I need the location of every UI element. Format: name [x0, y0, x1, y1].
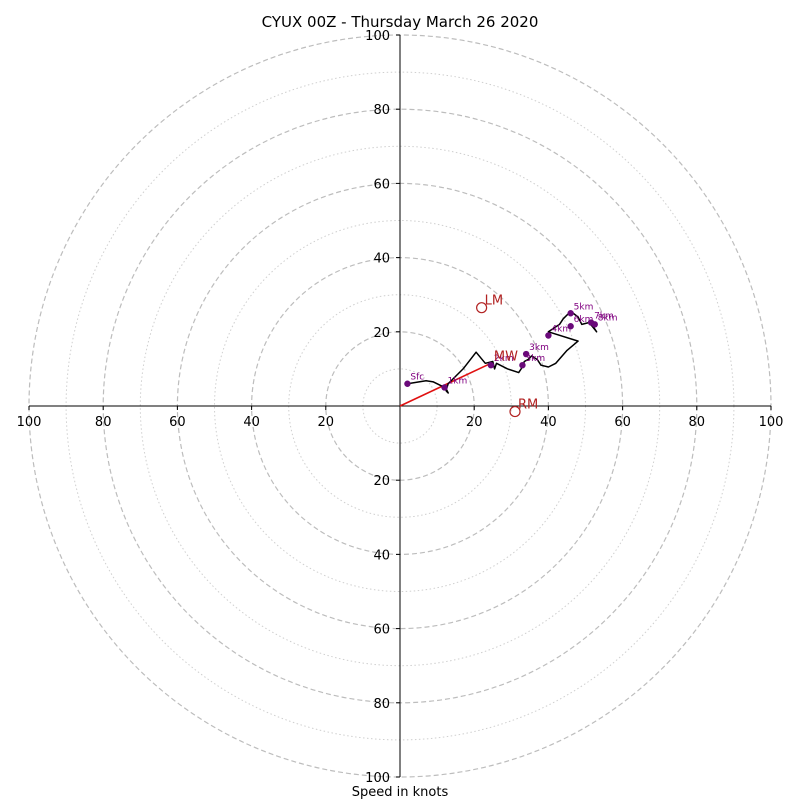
height-marker-label: 3km	[525, 354, 545, 364]
x-axis-label: Speed in knots	[352, 785, 449, 800]
y-tick-label: 80	[373, 697, 390, 712]
x-tick-label: 20	[466, 415, 483, 430]
height-marker-label: 2km	[494, 354, 514, 364]
y-tick-label: 60	[373, 623, 390, 638]
y-tick-label: 100	[365, 29, 390, 44]
height-marker-dot	[487, 361, 495, 369]
x-tick-label: 80	[689, 415, 706, 430]
x-tick-label: 60	[169, 415, 186, 430]
height-marker-dot	[522, 350, 530, 358]
height-marker-label: 8km	[598, 313, 618, 323]
tick-labels: 100 80 60 40 20 20 40 60 80 100 100 80 60 40 20 20 40 60 8…	[17, 29, 784, 786]
height-marker-dot	[441, 384, 448, 391]
height-marker-dot	[404, 380, 411, 387]
y-tick-label: 100	[365, 771, 390, 786]
storm-motion-label: RM	[518, 398, 538, 413]
height-marker-dot	[591, 321, 598, 328]
height-marker-label: 3km	[529, 343, 549, 353]
y-tick-label: 40	[373, 252, 390, 267]
height-marker-label: Sfc	[410, 373, 424, 383]
y-tick-label: 60	[373, 177, 390, 192]
x-tick-label: 100	[17, 415, 42, 430]
storm-motion-marker	[509, 405, 521, 418]
y-tick-label: 20	[373, 326, 390, 341]
height-marker-dot	[567, 310, 574, 317]
chart-title: CYUX 00Z - Thursday March 26 2020	[262, 13, 539, 31]
y-tick-label: 40	[373, 548, 390, 563]
x-tick-label: 80	[95, 415, 112, 430]
x-tick-label: 40	[243, 415, 260, 430]
x-tick-label: 20	[318, 415, 335, 430]
height-marker-label: 6km	[574, 315, 594, 325]
storm-motion-label: MW	[494, 349, 518, 364]
x-tick-label: 40	[540, 415, 557, 430]
height-marker-dot	[519, 361, 526, 369]
storm-motions: LM MW RM	[476, 294, 538, 418]
y-tick-label: 20	[373, 474, 390, 489]
storm-motion-label: LM	[485, 294, 503, 309]
x-tick-label: 60	[614, 415, 631, 430]
height-marker-dot	[545, 332, 552, 339]
height-marker-label: 5km	[574, 302, 594, 312]
height-marker-dot	[567, 323, 574, 330]
y-tick-label: 80	[373, 103, 390, 118]
x-tick-label: 100	[759, 415, 784, 430]
height-marker-label: 7km	[594, 312, 614, 322]
storm-motion-marker	[476, 302, 488, 314]
height-marker-label: 1km	[448, 376, 468, 386]
height-marker-label: 4km	[551, 325, 571, 335]
